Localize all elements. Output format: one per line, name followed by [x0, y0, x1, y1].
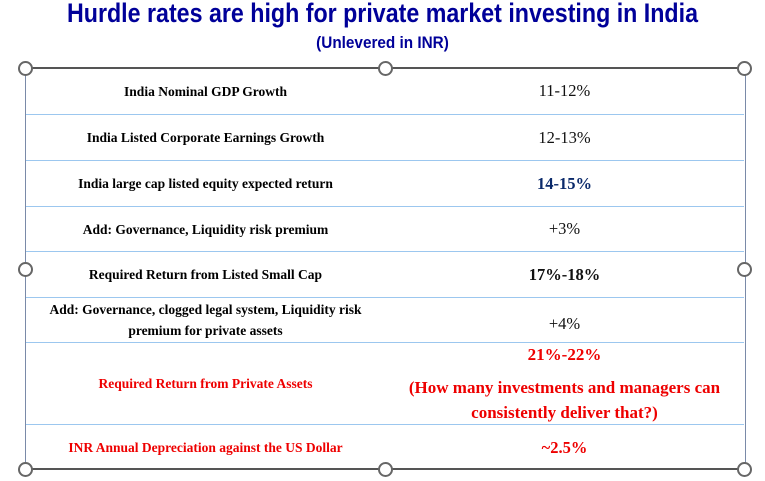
row-value: 12-13% [538, 127, 591, 147]
table-row: Required Return from Private Assets 21%-… [26, 342, 744, 424]
row-value: ~2.5% [541, 437, 588, 457]
resize-handle-bottom-right[interactable] [737, 462, 752, 477]
table-row: Add: Governance, Liquidity risk premium … [26, 206, 744, 251]
resize-handle-top-center[interactable] [378, 61, 393, 76]
row-label: INR Annual Depreciation against the US D… [68, 440, 343, 455]
row-label: India Nominal GDP Growth [124, 83, 287, 99]
row-value-group: 21%-22% (How many investments and manage… [385, 343, 744, 424]
row-label: India large cap listed equity expected r… [78, 176, 333, 191]
resize-handle-bottom-left[interactable] [18, 462, 33, 477]
table-row: India Listed Corporate Earnings Growth 1… [26, 114, 744, 160]
row-value: 17%-18% [528, 264, 601, 284]
resize-handle-bottom-center[interactable] [378, 462, 393, 477]
slide-subtitle: (Unlevered in INR) [316, 33, 449, 52]
table-row: Add: Governance, clogged legal system, L… [26, 297, 744, 342]
row-label: Required Return from Private Assets [98, 376, 313, 391]
row-value: 11-12% [538, 81, 591, 100]
table-row: India Nominal GDP Growth 11-12% [26, 68, 744, 114]
row-value: 14-15% [537, 173, 592, 193]
row-label: India Listed Corporate Earnings Growth [86, 130, 325, 145]
row-value: +4% [548, 314, 581, 333]
table-row: Required Return from Listed Small Cap 17… [26, 251, 744, 297]
row-label: Required Return from Listed Small Cap [88, 267, 323, 282]
row-label: Add: Governance, Liquidity risk premium [82, 221, 329, 237]
row-value: +3% [548, 219, 581, 238]
resize-handle-top-left[interactable] [18, 61, 33, 76]
row-value: 21%-22% [527, 345, 602, 364]
resize-handle-middle-left[interactable] [18, 262, 33, 277]
slide-title: Hurdle rates are high for private market… [67, 0, 698, 28]
table-row: India large cap listed equity expected r… [26, 160, 744, 206]
table-row: INR Annual Depreciation against the US D… [26, 424, 744, 470]
resize-handle-top-right[interactable] [737, 61, 752, 76]
resize-handle-middle-right[interactable] [737, 262, 752, 277]
row-label: Add: Governance, clogged legal system, L… [49, 302, 362, 338]
row-note: (How many investments and managers can c… [408, 378, 721, 422]
